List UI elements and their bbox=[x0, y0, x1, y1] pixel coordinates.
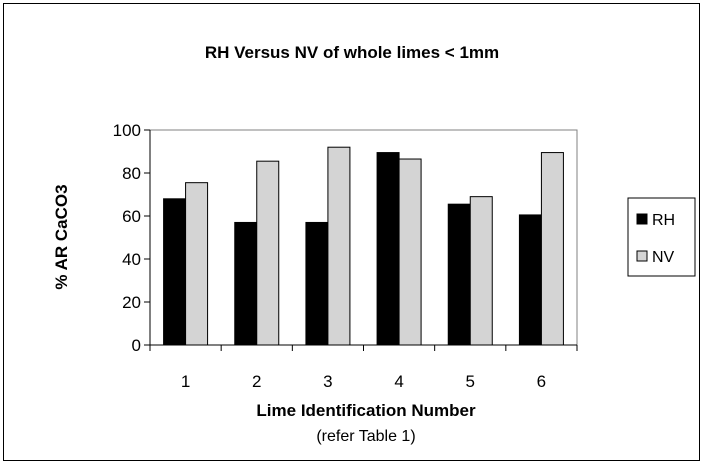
plot-area bbox=[149, 129, 578, 346]
chart-title: RH Versus NV of whole limes < 1mm bbox=[205, 43, 499, 62]
bar-nv-6 bbox=[540, 152, 564, 346]
y-tick-label: 100 bbox=[113, 121, 141, 140]
bar-nv-1 bbox=[185, 182, 209, 346]
bars bbox=[163, 146, 564, 346]
legend-label-rh: RH bbox=[652, 212, 675, 229]
x-tick-label: 3 bbox=[323, 372, 332, 391]
y-tick-label: 60 bbox=[122, 207, 141, 226]
x-tick-label: 2 bbox=[252, 372, 261, 391]
x-axis-title: Lime Identification Number bbox=[256, 401, 476, 420]
bar-nv-5 bbox=[469, 196, 493, 346]
legend: RH NV bbox=[627, 197, 696, 277]
x-tick-label: 6 bbox=[537, 372, 546, 391]
y-axis-title: % AR CaCO3 bbox=[52, 184, 71, 289]
bar-nv-3 bbox=[327, 146, 351, 346]
bar-rh-1 bbox=[163, 198, 187, 346]
legend-swatch-nv bbox=[636, 250, 648, 262]
x-tick-label: 4 bbox=[394, 372, 403, 391]
x-tick-label: 1 bbox=[181, 372, 190, 391]
y-tick-label: 40 bbox=[122, 250, 141, 269]
y-axis-ticks: 0 20 40 60 80 100 bbox=[113, 121, 150, 355]
x-tick-label: 5 bbox=[466, 372, 475, 391]
bar-rh-3 bbox=[305, 221, 329, 346]
x-axis-ticks: 1 2 3 4 5 6 bbox=[149, 345, 578, 391]
bar-nv-4 bbox=[398, 158, 422, 346]
bar-rh-2 bbox=[234, 221, 258, 346]
legend-box bbox=[627, 197, 696, 277]
y-tick-label: 0 bbox=[132, 336, 141, 355]
bar-rh-4 bbox=[376, 152, 400, 346]
y-tick-label: 20 bbox=[122, 293, 141, 312]
bar-nv-2 bbox=[256, 160, 280, 346]
legend-swatch-rh bbox=[636, 213, 648, 225]
bar-rh-6 bbox=[518, 214, 542, 346]
x-axis-note: (refer Table 1) bbox=[316, 428, 415, 445]
y-tick-label: 80 bbox=[122, 164, 141, 183]
bar-rh-5 bbox=[447, 203, 471, 346]
legend-label-nv: NV bbox=[652, 249, 675, 266]
